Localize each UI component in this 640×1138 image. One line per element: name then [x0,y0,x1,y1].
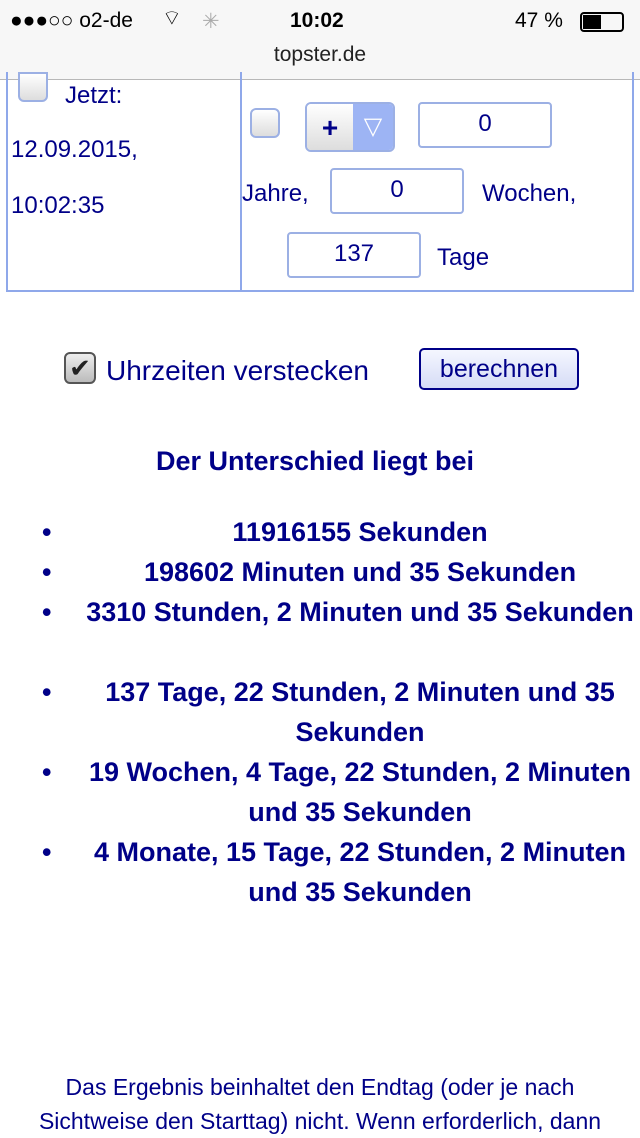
url-bar[interactable]: topster.de [273,43,367,66]
date-table [6,72,634,292]
result-heading: Der Unterschied liegt bei [155,446,475,476]
loading-icon: ✳ [202,10,220,33]
battery-percent: 47 % [515,9,563,32]
sign-select[interactable]: + ▽ [305,102,395,152]
result-item: • 198602 Minuten und 35 Sekunden [42,557,577,587]
weeks-input[interactable]: 0 [330,168,464,214]
wifi-icon: ⌔ [162,7,182,30]
result-item: • 3310 Stunden, 2 Minuten und 35 Sekunden [42,597,634,627]
battery-icon [580,12,624,32]
days-label: Tage [437,244,490,271]
time-value: 10:02:35 [11,192,105,219]
years-input[interactable]: 0 [418,102,552,148]
days-input[interactable]: 137 [287,232,421,278]
result-item: • 11916155 Sekunden [42,517,488,547]
now-checkbox[interactable] [18,72,48,102]
calculate-button[interactable]: berechnen [419,348,579,390]
sign-value: + [307,104,353,150]
status-bar: ●●●○○ o2-de ⌔ ✳ 10:02 47 % topster.de [0,0,640,80]
result-item: • 4 Monate, 15 Tage, 22 Stunden, 2 Minute… [42,837,627,907]
clock: 10:02 [290,9,344,32]
hide-times-checkbox[interactable]: ✔ [64,352,96,384]
offset-checkbox[interactable] [250,108,280,138]
years-label: Jahre, [242,180,309,207]
result-item: • 19 Wochen, 4 Tage, 22 Stunden, 2 Minute… [42,757,632,827]
result-item: • 137 Tage, 22 Stunden, 2 Minuten und 35 … [42,677,615,747]
weeks-label: Wochen, [482,180,577,207]
carrier: ●●●○○ o2-de [10,9,133,32]
chevron-down-icon: ▽ [353,104,393,150]
date-value: 12.09.2015, [11,136,138,163]
hide-times-label: Uhrzeiten verstecken [106,355,370,386]
result-note: Das Ergebnis beinhaltet den Endtag (oder… [38,1074,602,1134]
now-label: Jetzt: [65,82,123,109]
